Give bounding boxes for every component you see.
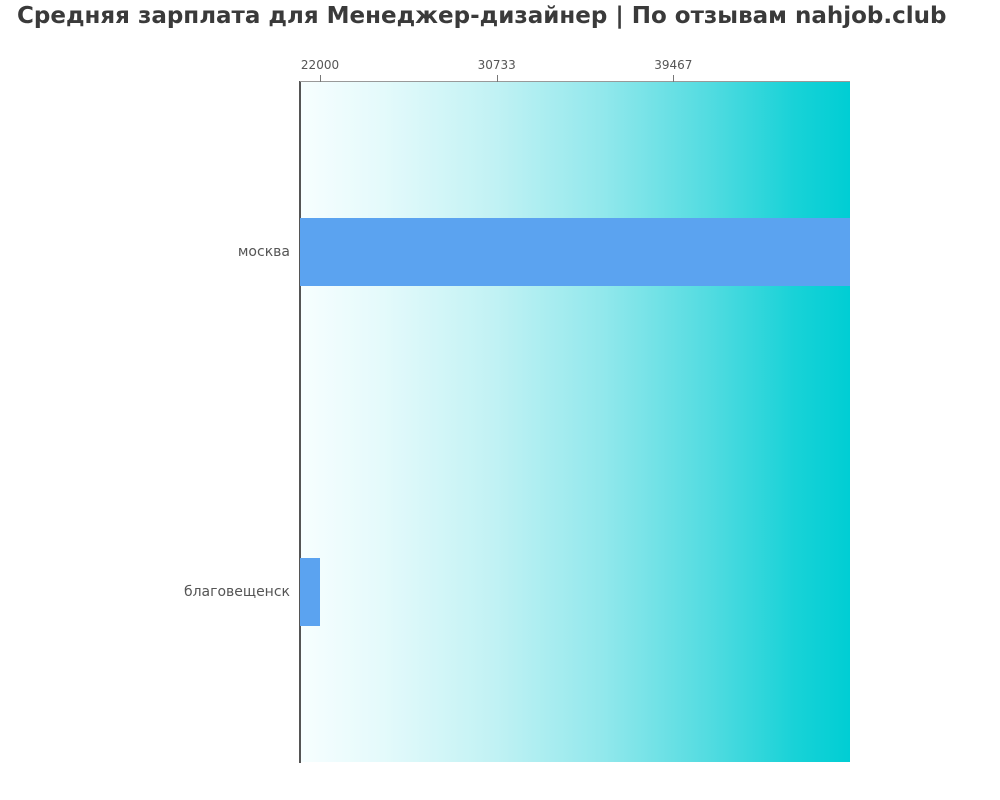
x-tick-mark	[496, 75, 498, 82]
chart-title: Средняя зарплата для Менеджер-дизайнер |…	[17, 3, 947, 29]
bar-москва	[300, 218, 850, 286]
x-tick-mark	[673, 75, 675, 82]
x-tick-mark	[320, 75, 322, 82]
category-label-москва: москва	[237, 244, 290, 260]
x-axis-line	[300, 81, 850, 82]
category-label-благовещенск: благовещенск	[183, 584, 290, 600]
x-tick-label: 22000	[300, 58, 340, 72]
y-axis-spine	[299, 81, 301, 763]
x-tick-label: 39467	[654, 58, 693, 72]
x-tick-label: 30733	[477, 58, 516, 72]
plot-area	[300, 82, 850, 762]
bar-благовещенск	[300, 558, 321, 626]
